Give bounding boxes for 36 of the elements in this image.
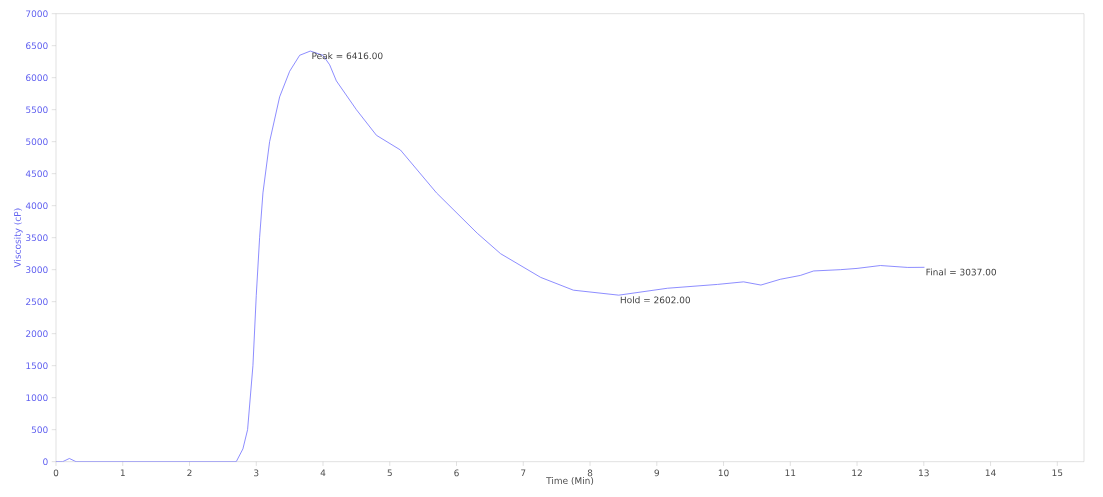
x-tick-label: 13 xyxy=(919,469,929,477)
y-tick-label: 6000 xyxy=(26,74,48,82)
y-tick-label: 2500 xyxy=(26,298,48,306)
y-tick-label: 1500 xyxy=(26,362,48,370)
x-tick-label: 8 xyxy=(587,469,593,477)
x-tick-label: 11 xyxy=(785,469,796,476)
x-axis-title: Time (Min) xyxy=(546,477,594,486)
y-tick-label: 3500 xyxy=(26,234,48,242)
annotation: Peak = 6416.00 xyxy=(312,52,383,60)
y-tick-label: 4500 xyxy=(25,170,48,178)
x-tick-label: 7 xyxy=(521,469,526,476)
y-tick-label: 6500 xyxy=(26,42,48,50)
y-tick-label: 5500 xyxy=(26,106,48,114)
y-tick-label: 4000 xyxy=(25,202,48,210)
annotation: Final = 3037.00 xyxy=(926,268,997,276)
x-tick-label: 3 xyxy=(254,469,259,477)
y-tick-label: 3000 xyxy=(26,266,48,274)
y-tick-label: 2000 xyxy=(26,330,48,338)
y-tick-label: 1000 xyxy=(26,394,48,402)
annotation: Hold = 2602.00 xyxy=(620,296,691,304)
x-tick-label: 12 xyxy=(852,469,862,477)
x-tick-label: 0 xyxy=(53,469,59,477)
x-tick-label: 1 xyxy=(120,469,125,476)
x-tick-label: 2 xyxy=(187,469,192,477)
y-tick-label: 0 xyxy=(43,458,48,466)
x-tick-label: 15 xyxy=(1052,469,1063,477)
x-tick-label: 14 xyxy=(985,469,996,476)
x-tick-label: 5 xyxy=(387,469,392,477)
x-tick-label: 10 xyxy=(718,469,729,477)
x-tick-label: 9 xyxy=(654,469,660,477)
y-tick-label: 7000 xyxy=(26,10,48,18)
y-tick-label: 5000 xyxy=(26,138,48,146)
y-tick-label: 500 xyxy=(31,426,48,434)
y-axis-title: Viscosity (cP) xyxy=(13,208,23,268)
x-tick-label: 4 xyxy=(320,469,326,476)
x-tick-label: 6 xyxy=(454,469,459,477)
